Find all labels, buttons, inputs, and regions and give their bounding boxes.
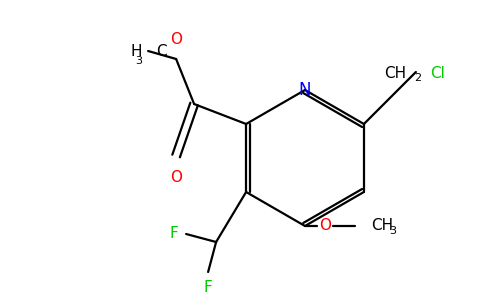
Text: O: O — [170, 170, 182, 185]
Text: H: H — [131, 44, 142, 59]
Text: CH: CH — [384, 67, 406, 82]
Text: O: O — [319, 218, 331, 233]
Text: 2: 2 — [414, 73, 421, 83]
Text: CH: CH — [371, 218, 393, 233]
Text: N: N — [299, 81, 311, 99]
Text: F: F — [204, 280, 212, 295]
Text: O: O — [170, 32, 182, 47]
Text: F: F — [169, 226, 178, 242]
Text: Cl: Cl — [430, 67, 445, 82]
Text: C: C — [156, 44, 166, 59]
Text: 3: 3 — [389, 226, 396, 236]
Text: 3: 3 — [135, 56, 142, 66]
